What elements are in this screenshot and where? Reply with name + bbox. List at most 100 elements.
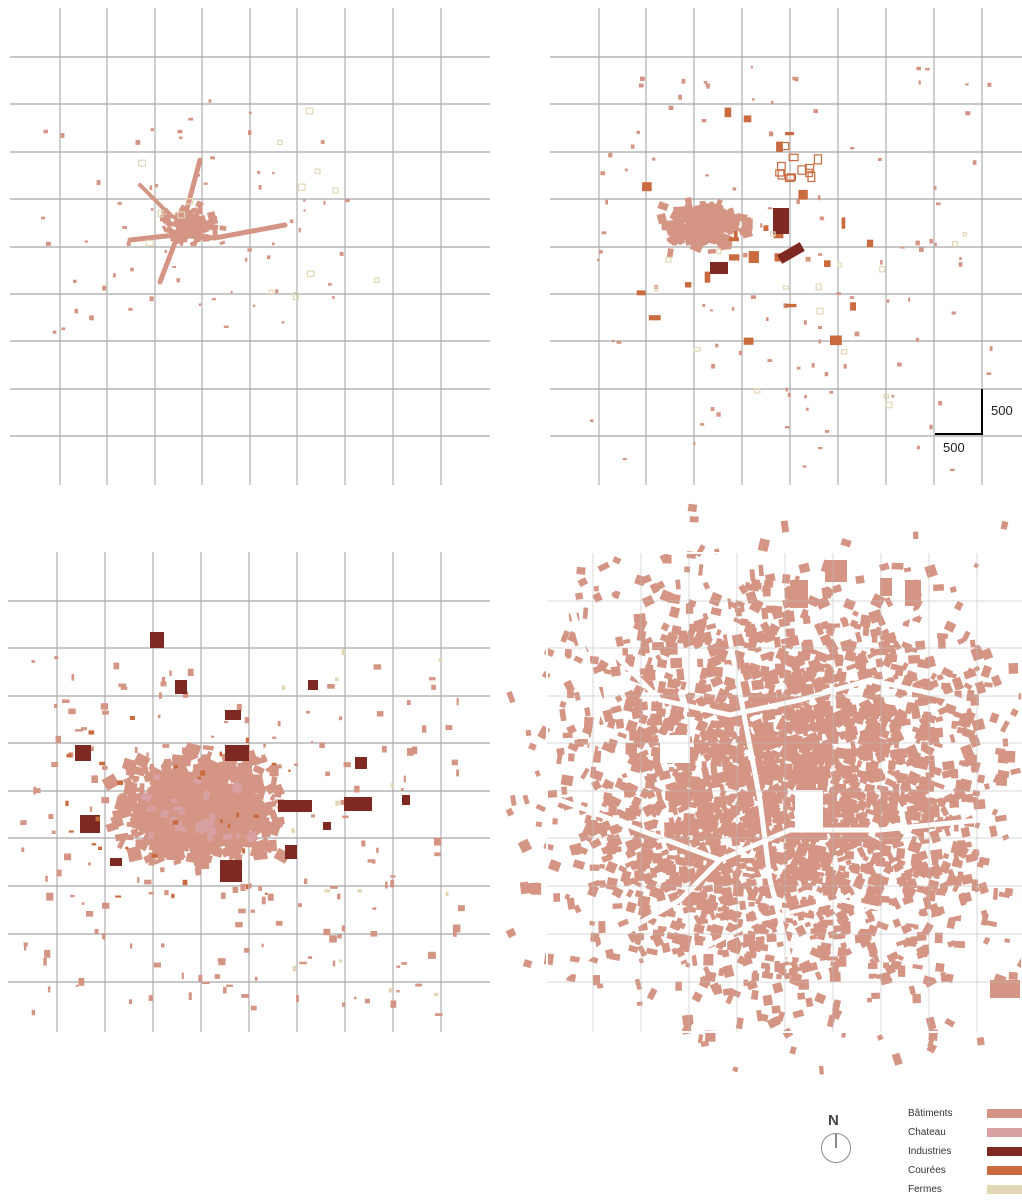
building (616, 341, 622, 344)
building (226, 764, 234, 770)
building (883, 860, 892, 868)
building (674, 919, 687, 930)
building (164, 801, 170, 804)
building (198, 801, 206, 815)
legend-item-batiments: Bâtiments (908, 1106, 1022, 1124)
building (825, 752, 833, 760)
building (747, 217, 751, 223)
building (953, 853, 960, 863)
building (854, 331, 860, 337)
building (918, 715, 931, 730)
building (914, 791, 920, 801)
building (872, 953, 880, 964)
building (839, 638, 854, 652)
map-panel-2 (550, 8, 1022, 485)
building (177, 129, 183, 134)
building (357, 889, 362, 893)
building (938, 884, 949, 894)
building (517, 838, 533, 854)
building (942, 852, 950, 860)
building (864, 684, 875, 695)
building (705, 83, 711, 87)
building (412, 746, 418, 755)
building (940, 806, 950, 817)
building (773, 234, 784, 239)
building (799, 706, 808, 719)
building (625, 848, 637, 859)
building (934, 715, 944, 723)
building (784, 174, 795, 182)
building (78, 978, 85, 986)
building (841, 1031, 847, 1038)
building (724, 720, 734, 732)
building (804, 163, 815, 173)
building (1016, 955, 1022, 970)
building (889, 644, 897, 655)
building (941, 666, 954, 678)
building (758, 564, 764, 577)
building (589, 864, 600, 871)
building (724, 107, 732, 118)
building (821, 586, 832, 600)
building (179, 136, 183, 139)
building (602, 812, 613, 817)
building (933, 186, 937, 190)
building (354, 785, 360, 793)
building (522, 794, 530, 805)
building (776, 161, 786, 171)
building (150, 208, 154, 211)
building (306, 710, 311, 714)
building (915, 640, 926, 651)
building (685, 282, 692, 288)
building (598, 920, 606, 934)
building (739, 728, 751, 737)
building (759, 621, 771, 633)
building (519, 881, 530, 895)
building (724, 727, 730, 737)
scale-bar-vertical-label: 500 (991, 403, 1013, 418)
building (729, 254, 740, 261)
building (625, 807, 637, 820)
building (781, 141, 790, 151)
building (764, 954, 775, 962)
building (630, 694, 639, 704)
building (716, 412, 721, 417)
industry-building (402, 795, 410, 805)
building (431, 684, 436, 690)
building (453, 930, 457, 937)
building (128, 999, 132, 1005)
building (972, 848, 979, 861)
building (868, 859, 877, 867)
building (372, 860, 376, 864)
building (679, 224, 691, 236)
building (575, 592, 584, 600)
building (781, 654, 787, 661)
building (889, 764, 895, 771)
building-scatter (590, 65, 993, 471)
building (167, 778, 177, 790)
building (646, 656, 653, 667)
building (750, 859, 760, 872)
building (675, 215, 685, 225)
legend-label: Industries (908, 1146, 952, 1157)
building (445, 891, 449, 897)
building (219, 240, 226, 246)
building (245, 802, 254, 812)
building (606, 847, 614, 860)
building (588, 920, 596, 927)
building (904, 937, 917, 947)
building (170, 236, 178, 242)
building (367, 859, 375, 863)
building (977, 881, 989, 895)
building (198, 783, 207, 792)
building (833, 932, 846, 940)
building (60, 133, 65, 138)
building (89, 315, 94, 321)
building (748, 796, 753, 806)
building (182, 749, 199, 763)
building (724, 678, 737, 692)
building (323, 928, 331, 936)
building (390, 1000, 397, 1008)
building (660, 719, 675, 732)
building (723, 892, 731, 901)
